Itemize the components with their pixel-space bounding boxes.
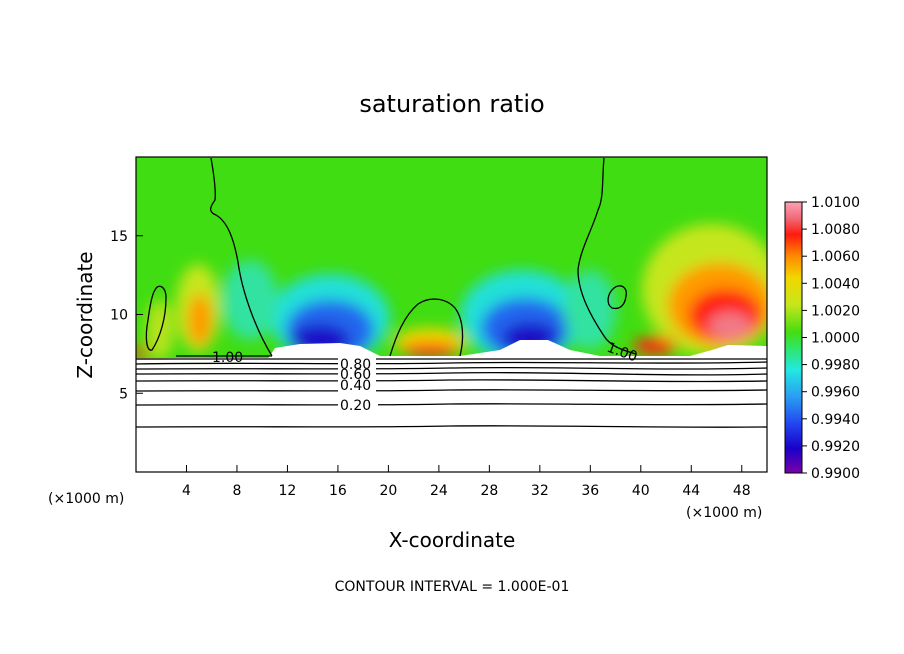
colorbar-label: 1.0100 (811, 195, 860, 211)
x-axis-label: X-coordinate (389, 528, 516, 552)
colorbar-label: 0.9980 (811, 358, 860, 374)
y-tick-label: 10 (110, 308, 128, 324)
x-unit-left: (×1000 m) (48, 491, 124, 507)
x-tick-label: 16 (329, 483, 347, 499)
colorbar-label: 1.0000 (811, 331, 860, 347)
y-axis: 5 10 15 (110, 229, 143, 402)
colorbar-label: 0.9940 (811, 412, 860, 428)
colorbar-label: 0.9920 (811, 439, 860, 455)
x-tick-label: 24 (430, 483, 448, 499)
x-tick-label: 4 (182, 483, 191, 499)
colorbar-label: 1.0080 (811, 222, 860, 238)
x-tick-label: 8 (232, 483, 241, 499)
heatmap-field (136, 157, 767, 472)
x-axis: 4 8 12 16 20 24 28 32 36 40 44 48 (182, 465, 751, 499)
colorbar-label: 1.0020 (811, 303, 860, 319)
x-tick-label: 32 (531, 483, 549, 499)
x-unit-right: (×1000 m) (686, 505, 762, 521)
x-tick-label: 44 (682, 483, 700, 499)
colorbar-label: 1.0040 (811, 276, 860, 292)
x-tick-label: 12 (279, 483, 297, 499)
contour-label: 0.80 (340, 357, 371, 373)
contour-label: 1.00 (212, 350, 243, 366)
contour-label: 0.40 (340, 378, 371, 394)
contour-label: 0.20 (340, 398, 371, 414)
colorbar-label: 0.9900 (811, 466, 860, 482)
y-axis-label: Z-coordinate (73, 251, 97, 378)
contour-lines (135, 157, 768, 428)
colorbar-ramp (784, 201, 803, 474)
chart-title: saturation ratio (359, 90, 544, 118)
x-tick-label: 28 (480, 483, 498, 499)
contour-interval-note: CONTOUR INTERVAL = 1.000E-01 (335, 579, 570, 595)
x-tick-label: 20 (379, 483, 397, 499)
contour-label: 0.60 (340, 367, 371, 383)
colorbar-label: 0.9960 (811, 385, 860, 401)
y-tick-label: 5 (119, 386, 128, 402)
x-tick-label: 36 (581, 483, 599, 499)
x-tick-label: 40 (632, 483, 650, 499)
y-tick-label: 15 (110, 229, 128, 245)
x-tick-label: 48 (733, 483, 751, 499)
colorbar-label: 1.0060 (811, 249, 860, 265)
colorbar: 1.0100 1.0080 1.0060 1.0040 1.0020 1.0000 0.99… (784, 195, 860, 482)
